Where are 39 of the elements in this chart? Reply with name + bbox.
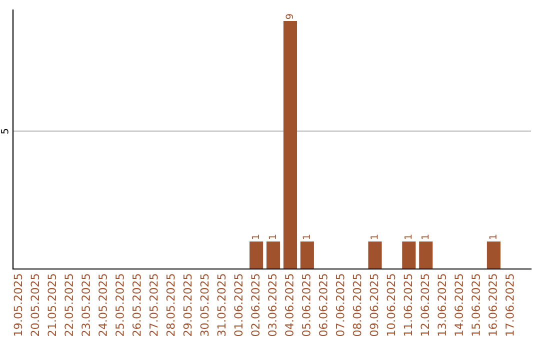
x-tick-label: 28.05.2025 [166, 274, 175, 336]
x-tick-label: 08.06.2025 [352, 274, 362, 336]
x-tick-label: 19.05.2025 [14, 274, 22, 336]
x-tick-label: 10.06.2025 [386, 274, 396, 336]
data-label: 1 [302, 234, 310, 239]
y-tick-label: 5 [1, 128, 8, 134]
x-tick-label: 05.06.2025 [302, 274, 310, 336]
x-tick-label: 01.06.2025 [234, 274, 243, 336]
x-tick-label: 29.05.2025 [183, 274, 192, 336]
x-tick-label: 23.05.2025 [82, 274, 90, 336]
x-tick-label: 31.05.2025 [217, 274, 226, 336]
x-tick-label: 14.06.2025 [454, 274, 464, 336]
x-tick-label: 16.06.2025 [488, 274, 497, 336]
x-tick-label: 30.05.2025 [200, 274, 209, 336]
data-label: 1 [252, 234, 259, 239]
x-tick-label: 26.05.2025 [132, 274, 141, 336]
x-tick-label: 27.05.2025 [149, 274, 158, 336]
x-tick-label: 17.06.2025 [505, 274, 514, 336]
data-label: 1 [268, 234, 276, 239]
data-label: 1 [404, 234, 412, 239]
x-tick-label: 15.06.2025 [472, 274, 480, 336]
data-label: 9 [286, 14, 294, 20]
x-tick-label: 13.06.2025 [438, 274, 446, 336]
x-tick-label: 21.05.2025 [48, 274, 56, 336]
x-tick-label: 25.05.2025 [115, 274, 124, 336]
x-tick-label: 20.05.2025 [30, 274, 40, 336]
x-tick-label: 22.05.2025 [64, 274, 74, 336]
x-tick-label: 03.06.2025 [268, 274, 276, 336]
x-tick-label: 12.06.2025 [420, 274, 430, 336]
x-tick-label: 24.05.2025 [98, 274, 107, 336]
data-label: 1 [489, 234, 496, 239]
x-tick-label: 02.06.2025 [251, 274, 260, 336]
x-tick-label: 07.06.2025 [336, 274, 344, 336]
data-label: 1 [370, 234, 378, 239]
data-label: 1 [421, 234, 429, 239]
x-tick-label: 04.06.2025 [285, 274, 294, 336]
x-tick-label: 06.06.2025 [318, 274, 328, 336]
x-tick-label: 11.06.2025 [404, 274, 412, 336]
x-tick-label: 09.06.2025 [370, 274, 378, 336]
